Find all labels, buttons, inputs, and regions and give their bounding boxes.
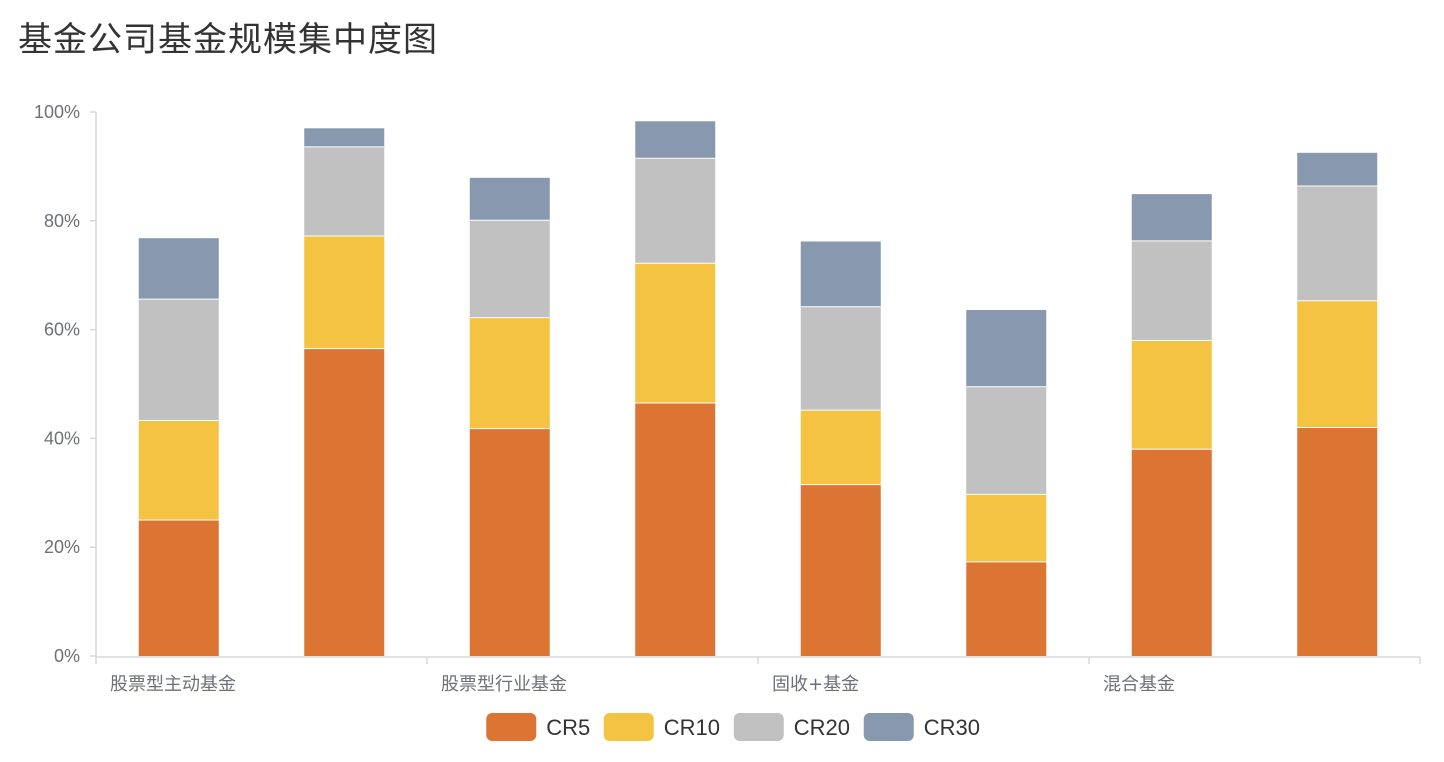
bar-segment-cr20[interactable] bbox=[1131, 240, 1212, 341]
y-tick-label: 0% bbox=[54, 646, 80, 666]
bar-segment-cr10[interactable] bbox=[304, 236, 385, 349]
y-tick-label: 100% bbox=[34, 102, 80, 122]
bar-segment-cr20[interactable] bbox=[138, 299, 219, 421]
bar-segment-cr20[interactable] bbox=[635, 158, 716, 264]
bar-segment-cr20[interactable] bbox=[1297, 185, 1378, 301]
bar-segment-cr5[interactable] bbox=[1297, 427, 1378, 656]
legend-label: CR10 bbox=[664, 715, 720, 740]
legend-item-cr30[interactable]: CR30 bbox=[863, 713, 980, 741]
bar-segment-cr10[interactable] bbox=[1131, 340, 1212, 450]
bar-segment-cr30[interactable] bbox=[1297, 152, 1378, 186]
bar-segment-cr10[interactable] bbox=[635, 263, 716, 404]
legend-swatch bbox=[733, 713, 784, 741]
bar-segment-cr10[interactable] bbox=[966, 494, 1047, 562]
bar-segment-cr30[interactable] bbox=[800, 241, 881, 307]
legend-swatch bbox=[603, 713, 654, 741]
legend-swatch bbox=[486, 713, 537, 741]
y-tick-label: 20% bbox=[44, 537, 80, 557]
bar-segment-cr30[interactable] bbox=[138, 238, 219, 300]
bar-segment-cr10[interactable] bbox=[138, 420, 219, 520]
bar-segment-cr30[interactable] bbox=[966, 310, 1047, 387]
bar-segment-cr30[interactable] bbox=[1131, 194, 1212, 241]
legend-label: CR30 bbox=[924, 715, 980, 740]
bar-segment-cr5[interactable] bbox=[304, 348, 385, 656]
bar-segment-cr30[interactable] bbox=[304, 128, 385, 147]
chart-title: 基金公司基金规模集中度图 bbox=[18, 20, 438, 60]
x-category-label: 股票型行业基金 bbox=[441, 674, 567, 695]
x-category-label: 混合基金 bbox=[1103, 674, 1175, 695]
bar-segment-cr5[interactable] bbox=[138, 520, 219, 656]
legend-item-cr10[interactable]: CR10 bbox=[603, 713, 720, 741]
bar-segment-cr5[interactable] bbox=[966, 561, 1047, 656]
x-category-label: 股票型主动基金 bbox=[110, 674, 236, 695]
axes: 0% 20% 40% 60% 80% 100% 股票型主动基金 股票型行业基金 固收+基金 混合基… bbox=[34, 102, 1421, 695]
y-tick-label: 80% bbox=[44, 211, 80, 231]
bar-segment-cr5[interactable] bbox=[800, 484, 881, 656]
bar-segment-cr20[interactable] bbox=[304, 146, 385, 237]
legend-item-cr5[interactable]: CR5 bbox=[486, 713, 590, 741]
bars bbox=[138, 121, 1378, 656]
bar-segment-cr20[interactable] bbox=[469, 220, 550, 318]
legend-item-cr20[interactable]: CR20 bbox=[733, 713, 850, 741]
bar-segment-cr30[interactable] bbox=[469, 177, 550, 221]
bar-segment-cr10[interactable] bbox=[469, 317, 550, 429]
bar-segment-cr30[interactable] bbox=[635, 121, 716, 159]
legend-label: CR5 bbox=[546, 715, 590, 740]
bar-segment-cr10[interactable] bbox=[800, 410, 881, 485]
legend-label: CR20 bbox=[794, 715, 850, 740]
bar-segment-cr5[interactable] bbox=[469, 428, 550, 656]
bar-segment-cr5[interactable] bbox=[635, 403, 716, 656]
bar-segment-cr20[interactable] bbox=[800, 306, 881, 411]
legend-swatch bbox=[863, 713, 914, 741]
legend[interactable]: CR5 CR10 CR20 CR30 bbox=[486, 713, 980, 741]
y-tick-label: 60% bbox=[44, 320, 80, 340]
bar-segment-cr10[interactable] bbox=[1297, 300, 1378, 428]
y-tick-label: 40% bbox=[44, 428, 80, 448]
x-category-label: 固收+基金 bbox=[772, 674, 859, 695]
bar-segment-cr20[interactable] bbox=[966, 386, 1047, 495]
bar-segment-cr5[interactable] bbox=[1131, 449, 1212, 656]
